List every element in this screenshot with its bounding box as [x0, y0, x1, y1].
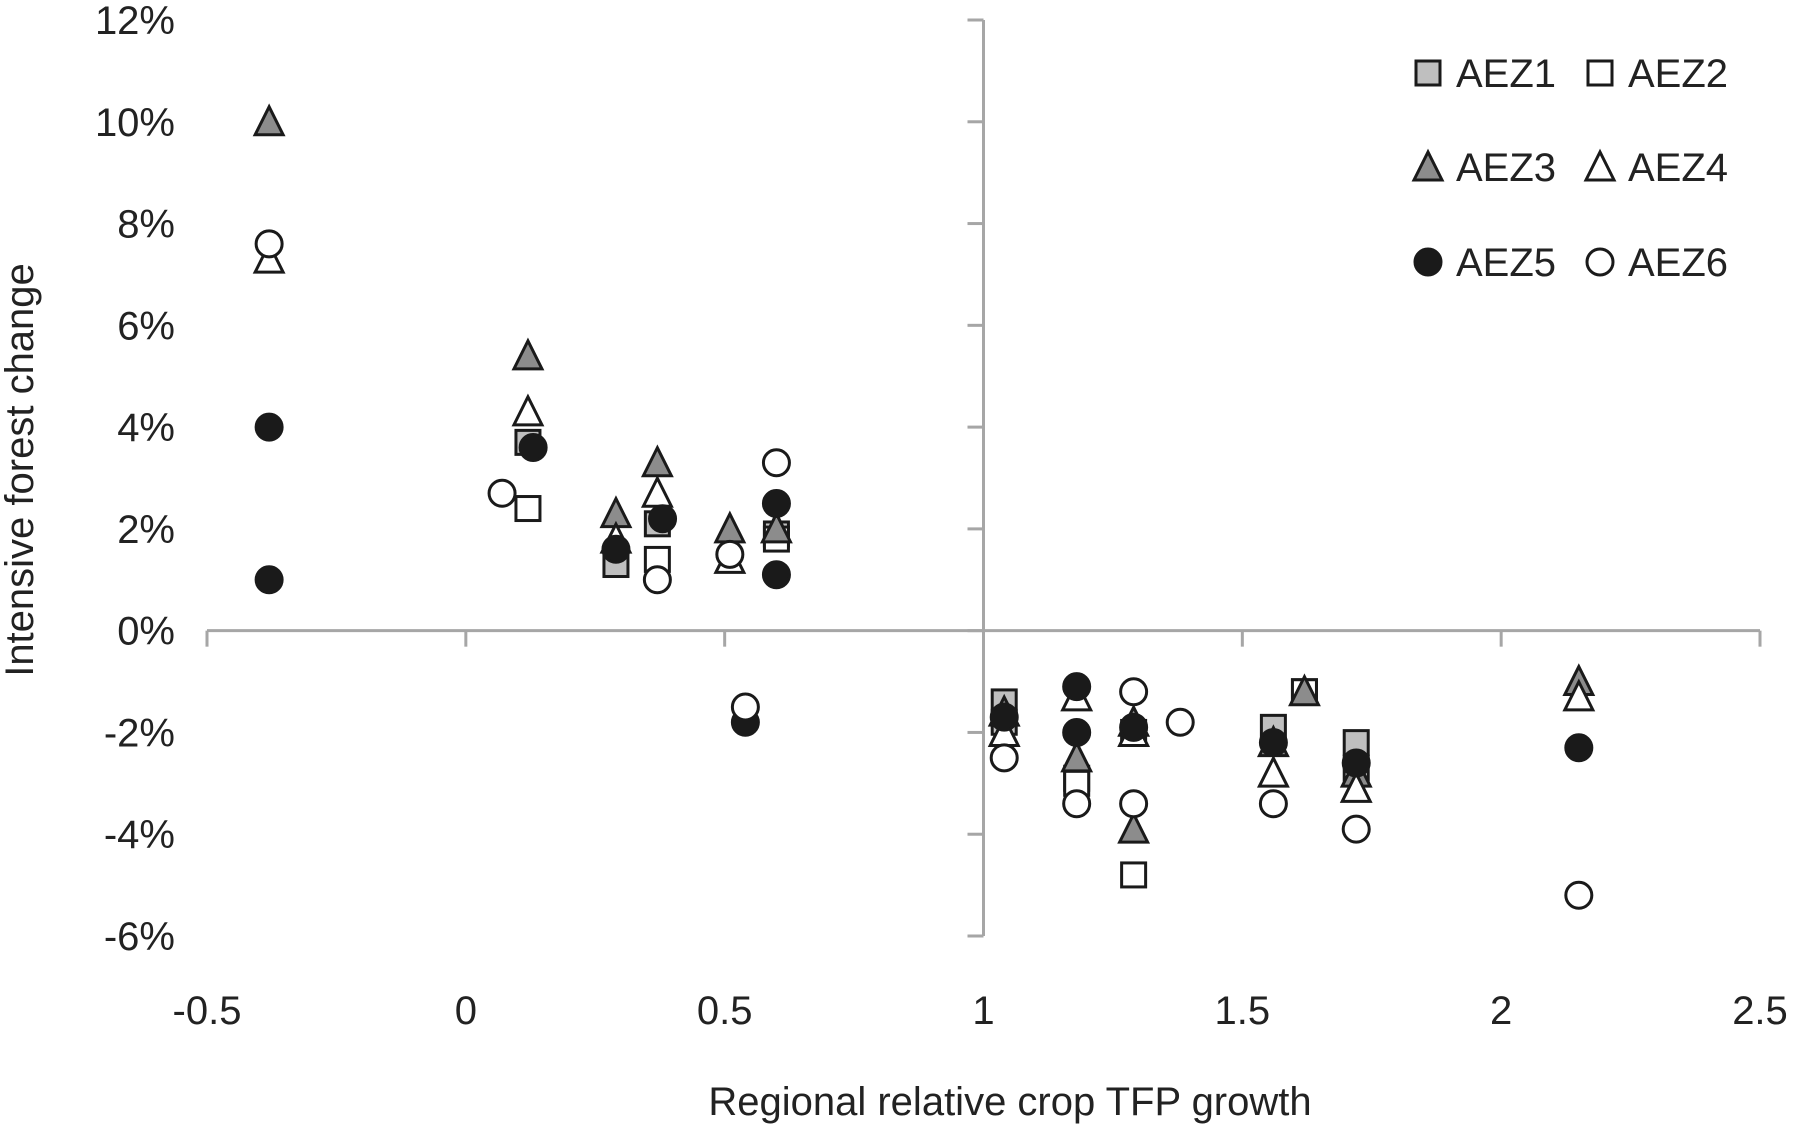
data-points — [252, 103, 1596, 910]
y-tick-label: 8% — [117, 203, 175, 247]
data-point-aez6 — [730, 692, 760, 722]
tick-labels: -0.5 0 0.5 1 1.5 2 2.5 -6% -4% -2% 0% 2% 4% 6% 8% 10% 12… — [95, 0, 1788, 1033]
series-aez5 — [254, 412, 1594, 778]
data-point-aez3 — [511, 337, 545, 371]
legend-marker-aez6 — [1585, 247, 1615, 277]
data-point-aez3 — [713, 510, 747, 544]
data-point-aez5 — [761, 560, 791, 590]
data-point-aez5 — [518, 432, 548, 462]
data-point-aez6 — [1062, 789, 1092, 819]
legend-marker-aez1 — [1414, 59, 1442, 87]
x-axis-title: Regional relative crop TFP growth — [708, 1080, 1311, 1124]
series-aez2 — [514, 495, 1370, 889]
data-point-aez2 — [1120, 861, 1148, 889]
data-point-aez3 — [640, 444, 674, 478]
data-point-aez4 — [511, 393, 545, 427]
data-point-aez4 — [640, 474, 674, 508]
data-point-aez3 — [760, 510, 793, 544]
x-tick-label: 1 — [972, 989, 994, 1033]
axes — [205, 18, 1762, 938]
data-point-aez6 — [989, 743, 1019, 773]
y-tick-label: -2% — [104, 711, 175, 755]
x-tick-label: -0.5 — [173, 989, 242, 1033]
data-point-aez6 — [254, 229, 284, 259]
y-tick-label: -4% — [104, 813, 175, 857]
data-point-aez5 — [1258, 728, 1288, 758]
legend-label-aez6: AEZ6 — [1628, 241, 1728, 285]
y-tick-label: 4% — [117, 406, 175, 450]
data-point-aez6 — [1564, 880, 1594, 910]
legend-item-aez6: AEZ6 — [1585, 241, 1728, 285]
y-tick-label: 0% — [117, 610, 175, 654]
data-point-aez6 — [1341, 814, 1371, 844]
data-point-aez2 — [514, 495, 542, 523]
data-point-aez6 — [761, 448, 791, 478]
x-tick-label: 1.5 — [1215, 989, 1271, 1033]
data-point-aez3 — [1117, 810, 1151, 844]
series-aez4 — [252, 240, 1596, 803]
series-aez1 — [514, 428, 1370, 792]
data-point-aez5 — [648, 504, 678, 534]
legend-item-aez1: AEZ1 — [1414, 52, 1556, 96]
data-point-aez5 — [989, 702, 1019, 732]
data-point-aez5 — [601, 534, 631, 564]
data-point-aez6 — [1258, 789, 1288, 819]
legend-item-aez3: AEZ3 — [1411, 146, 1556, 190]
legend-item-aez4: AEZ4 — [1583, 146, 1728, 190]
y-tick-label: -6% — [104, 915, 175, 959]
data-point-aez4 — [1562, 678, 1596, 712]
data-point-aez4 — [1339, 770, 1373, 803]
data-point-aez5 — [761, 488, 791, 518]
data-point-aez5 — [1341, 748, 1371, 778]
legend-item-aez2: AEZ2 — [1586, 52, 1728, 96]
legend-marker-aez3 — [1411, 148, 1445, 182]
legend-label-aez5: AEZ5 — [1456, 241, 1556, 285]
legend-item-aez5: AEZ5 — [1413, 241, 1556, 285]
data-point-aez6 — [715, 539, 745, 569]
legend-label-aez2: AEZ2 — [1628, 52, 1728, 96]
legend: AEZ1 AEZ2 AEZ3 AEZ4 AEZ5 AEZ6 — [1411, 52, 1728, 285]
data-point-aez5 — [1062, 672, 1092, 702]
legend-label-aez1: AEZ1 — [1456, 52, 1556, 96]
series-aez6 — [254, 229, 1594, 910]
x-tick-label: 0 — [455, 989, 477, 1033]
data-point-aez4 — [1256, 754, 1290, 788]
data-point-aez5 — [254, 412, 284, 442]
y-tick-label: 2% — [117, 508, 175, 552]
series-aez3 — [252, 103, 1596, 844]
x-tick-label: 0.5 — [697, 989, 753, 1033]
legend-marker-aez5 — [1413, 247, 1443, 277]
data-point-aez6 — [1165, 707, 1195, 737]
legend-marker-aez4 — [1583, 148, 1617, 182]
y-tick-label: 10% — [95, 101, 175, 145]
data-point-aez3 — [252, 103, 286, 137]
data-point-aez6 — [487, 478, 517, 508]
y-axis-title: Intensive forest change — [0, 263, 42, 677]
x-tick-label: 2 — [1490, 989, 1512, 1033]
y-tick-label: 12% — [95, 0, 175, 43]
legend-label-aez3: AEZ3 — [1456, 146, 1556, 190]
x-tick-label: 2.5 — [1732, 989, 1788, 1033]
data-point-aez5 — [1062, 717, 1092, 747]
data-point-aez5 — [1119, 712, 1149, 742]
data-point-aez6 — [1119, 677, 1149, 707]
data-point-aez5 — [1564, 733, 1594, 763]
legend-label-aez4: AEZ4 — [1628, 146, 1728, 190]
data-point-aez6 — [642, 565, 672, 595]
data-point-aez3 — [1288, 673, 1321, 707]
data-point-aez2 — [643, 545, 671, 573]
data-point-aez5 — [254, 565, 284, 595]
data-point-aez6 — [1119, 789, 1149, 819]
data-point-aez3 — [1060, 739, 1094, 773]
y-tick-label: 6% — [117, 304, 175, 348]
legend-marker-aez2 — [1586, 59, 1614, 87]
